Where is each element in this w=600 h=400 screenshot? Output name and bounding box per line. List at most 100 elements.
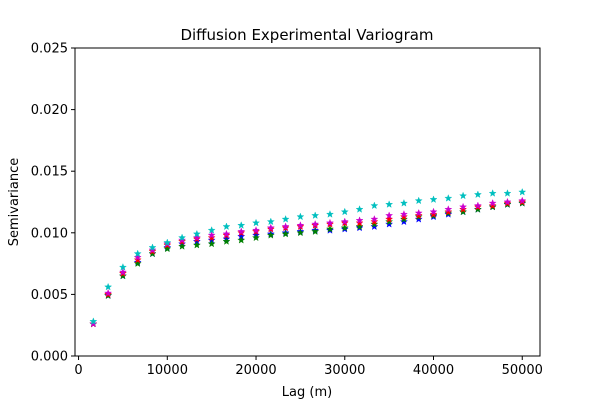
- data-point: [399, 217, 408, 226]
- data-point: [518, 187, 527, 196]
- data-point: [444, 194, 453, 202]
- data-point: [340, 207, 349, 216]
- data-point: [296, 228, 305, 237]
- data-point: [459, 191, 468, 200]
- data-point: [118, 268, 127, 276]
- y-tick-label: 0.020: [31, 103, 68, 118]
- data-point: [148, 243, 157, 251]
- x-tick-label: 40000: [413, 363, 454, 378]
- data-point: [444, 205, 453, 213]
- data-point: [311, 211, 320, 219]
- data-point: [237, 227, 246, 235]
- data-point: [355, 218, 364, 227]
- data-point: [473, 205, 482, 213]
- data-point: [207, 239, 216, 248]
- data-point: [399, 210, 408, 218]
- data-point: [518, 196, 527, 205]
- data-point: [414, 211, 423, 219]
- data-point: [222, 237, 231, 245]
- data-point: [370, 215, 379, 223]
- data-point: [488, 201, 497, 210]
- data-point: [399, 212, 408, 221]
- data-point: [207, 233, 216, 242]
- data-point: [178, 236, 187, 244]
- data-point: [237, 221, 246, 229]
- data-point: [385, 200, 394, 208]
- data-point: [414, 196, 423, 205]
- data-point: [340, 223, 349, 232]
- data-point: [444, 207, 453, 216]
- data-point: [237, 236, 246, 244]
- data-point: [192, 233, 201, 242]
- plot-frame: [74, 47, 541, 357]
- x-tick-label: 10000: [147, 363, 188, 378]
- data-point: [370, 201, 379, 210]
- data-point: [355, 216, 364, 224]
- data-point: [488, 189, 497, 197]
- data-point: [429, 207, 438, 216]
- data-point: [266, 223, 275, 232]
- data-point: [281, 229, 290, 238]
- data-point: [473, 190, 482, 198]
- data-point: [370, 222, 379, 231]
- data-point: [178, 233, 187, 242]
- data-point: [118, 271, 127, 280]
- data-point: [222, 222, 231, 231]
- data-point: [503, 189, 512, 197]
- y-axis-label: Semivariance: [7, 158, 22, 247]
- data-point: [429, 210, 438, 218]
- data-point: [311, 227, 320, 235]
- data-point: [133, 253, 142, 261]
- data-point: [252, 218, 260, 227]
- data-point: [355, 222, 364, 231]
- data-point: [118, 263, 127, 271]
- data-point: [178, 242, 187, 250]
- data-point: [385, 220, 394, 228]
- x-axis-ticks: 0 10000 20000 30000 40000 50000: [74, 356, 543, 378]
- chart-title: Diffusion Experimental Variogram: [180, 26, 433, 44]
- series-5: [89, 187, 527, 325]
- y-tick-label: 0.015: [31, 165, 68, 180]
- series-4: [89, 196, 527, 328]
- data-point: [207, 226, 216, 234]
- data-point: [473, 201, 482, 210]
- data-point: [326, 224, 334, 233]
- data-point: [163, 238, 172, 247]
- data-point: [89, 317, 98, 325]
- data-point: [148, 249, 157, 258]
- data-point: [192, 240, 201, 249]
- series-2: [89, 199, 527, 328]
- data-point: [281, 215, 290, 223]
- data-point: [296, 212, 305, 221]
- data-point: [252, 226, 260, 234]
- data-point: [399, 215, 408, 223]
- data-point: [385, 217, 394, 226]
- y-tick-label: 0.000: [31, 350, 68, 365]
- y-tick-label: 0.010: [31, 226, 68, 241]
- data-point: [429, 195, 438, 203]
- data-point: [281, 222, 290, 231]
- data-point: [104, 282, 113, 291]
- data-point: [459, 205, 468, 213]
- data-point: [355, 205, 364, 213]
- data-point: [340, 217, 349, 226]
- y-tick-label: 0.005: [31, 288, 68, 303]
- data-point: [385, 211, 394, 219]
- data-point: [148, 245, 157, 254]
- data-point: [414, 215, 423, 223]
- data-point: [370, 217, 379, 226]
- data-point: [488, 199, 497, 207]
- x-axis-label: Lag (m): [282, 385, 332, 400]
- data-points: [89, 187, 527, 328]
- x-tick-label: 20000: [235, 363, 276, 378]
- data-point: [104, 289, 113, 297]
- data-point: [207, 231, 216, 239]
- data-point: [266, 217, 275, 226]
- data-point: [326, 218, 334, 227]
- data-point: [192, 229, 201, 238]
- data-point: [385, 215, 394, 223]
- x-tick-label: 50000: [502, 363, 543, 378]
- y-axis-ticks: 0.000 0.005 0.010 0.015 0.020 0.025: [31, 42, 75, 365]
- data-point: [89, 319, 98, 328]
- data-point: [414, 208, 423, 217]
